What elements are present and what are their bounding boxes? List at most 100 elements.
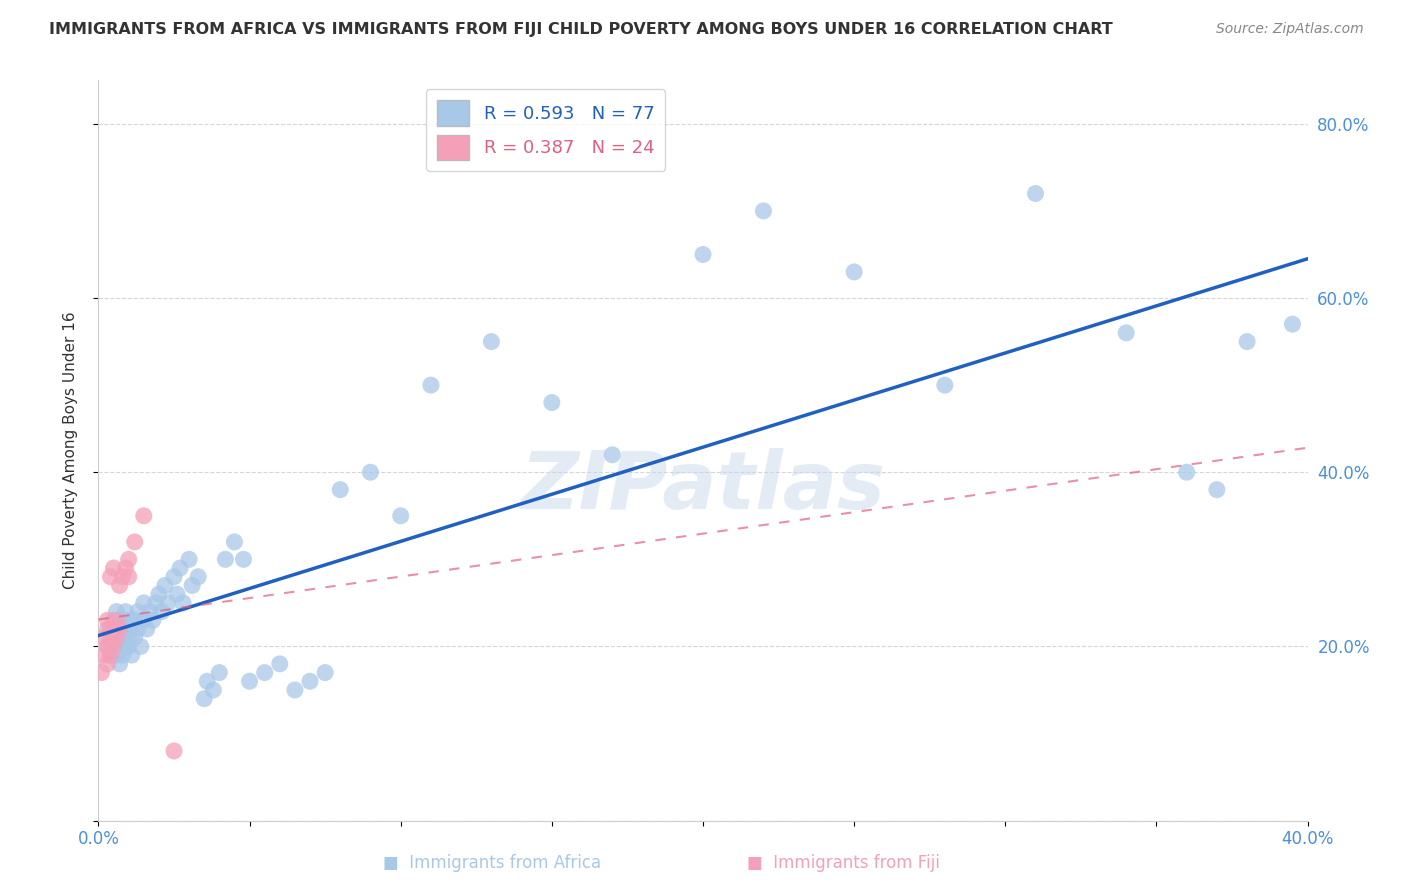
Point	[105, 631, 128, 645]
Point	[195, 674, 218, 689]
Point	[103, 622, 125, 636]
Point	[124, 613, 146, 627]
Point	[108, 622, 131, 636]
Point	[118, 552, 141, 566]
Point	[96, 640, 118, 654]
Point	[114, 622, 136, 636]
Point	[299, 674, 322, 689]
Point	[100, 622, 122, 636]
Point	[132, 613, 155, 627]
Point	[114, 561, 136, 575]
Point	[100, 648, 122, 662]
Point	[129, 640, 152, 654]
Point	[103, 640, 125, 654]
Point	[193, 691, 215, 706]
Point	[314, 665, 336, 680]
Point	[118, 631, 141, 645]
Point	[108, 578, 131, 592]
Point	[540, 395, 562, 409]
Point	[103, 622, 125, 636]
Point	[214, 552, 236, 566]
Point	[105, 648, 128, 662]
Point	[93, 631, 115, 645]
Point	[692, 247, 714, 261]
Point	[934, 378, 956, 392]
Point	[132, 596, 155, 610]
Point	[481, 334, 503, 349]
Point	[124, 535, 146, 549]
Point	[1115, 326, 1137, 340]
Point	[389, 508, 412, 523]
Point	[108, 622, 131, 636]
Point	[127, 622, 149, 636]
Point	[844, 265, 866, 279]
Point	[329, 483, 352, 497]
Point	[420, 378, 443, 392]
Point	[114, 605, 136, 619]
Point	[105, 613, 128, 627]
Point	[224, 535, 246, 549]
Point	[100, 631, 122, 645]
Point	[145, 596, 167, 610]
Point	[1236, 334, 1258, 349]
Point	[118, 640, 141, 654]
Point	[179, 552, 201, 566]
Point	[118, 613, 141, 627]
Point	[163, 570, 186, 584]
Point	[111, 613, 134, 627]
Point	[166, 587, 188, 601]
Point	[111, 570, 134, 584]
Text: ■  Immigrants from Fiji: ■ Immigrants from Fiji	[747, 855, 941, 872]
Point	[121, 622, 143, 636]
Point	[208, 665, 231, 680]
Point	[142, 613, 165, 627]
Point	[1024, 186, 1046, 201]
Point	[139, 605, 162, 619]
Point	[602, 448, 624, 462]
Point	[284, 683, 307, 698]
Point	[132, 508, 155, 523]
Point	[153, 578, 176, 592]
Point	[253, 665, 276, 680]
Point	[172, 596, 194, 610]
Point	[202, 683, 225, 698]
Point	[108, 640, 131, 654]
Point	[111, 648, 134, 662]
Point	[90, 665, 112, 680]
Point	[127, 605, 149, 619]
Point	[103, 631, 125, 645]
Point	[239, 674, 262, 689]
Point	[96, 622, 118, 636]
Point	[169, 561, 191, 575]
Point	[111, 631, 134, 645]
Point	[118, 570, 141, 584]
Point	[1281, 317, 1303, 331]
Point	[124, 631, 146, 645]
Point	[135, 622, 157, 636]
Point	[93, 648, 115, 662]
Point	[163, 744, 186, 758]
Point	[1206, 483, 1229, 497]
Point	[752, 203, 775, 218]
Point	[103, 561, 125, 575]
Point	[156, 596, 179, 610]
Text: ZIPatlas: ZIPatlas	[520, 449, 886, 526]
Point	[105, 622, 128, 636]
Point	[103, 640, 125, 654]
Point	[100, 570, 122, 584]
Point	[108, 657, 131, 671]
Point	[114, 640, 136, 654]
Point	[148, 587, 170, 601]
Point	[181, 578, 204, 592]
Point	[150, 605, 173, 619]
Point	[1175, 465, 1198, 479]
Point	[232, 552, 254, 566]
Text: IMMIGRANTS FROM AFRICA VS IMMIGRANTS FROM FIJI CHILD POVERTY AMONG BOYS UNDER 16: IMMIGRANTS FROM AFRICA VS IMMIGRANTS FRO…	[49, 22, 1114, 37]
Point	[96, 640, 118, 654]
Y-axis label: Child Poverty Among Boys Under 16: Child Poverty Among Boys Under 16	[63, 311, 77, 590]
Text: ■  Immigrants from Africa: ■ Immigrants from Africa	[382, 855, 602, 872]
Point	[121, 648, 143, 662]
Point	[360, 465, 382, 479]
Point	[187, 570, 209, 584]
Legend: R = 0.593   N = 77, R = 0.387   N = 24: R = 0.593 N = 77, R = 0.387 N = 24	[426, 89, 665, 171]
